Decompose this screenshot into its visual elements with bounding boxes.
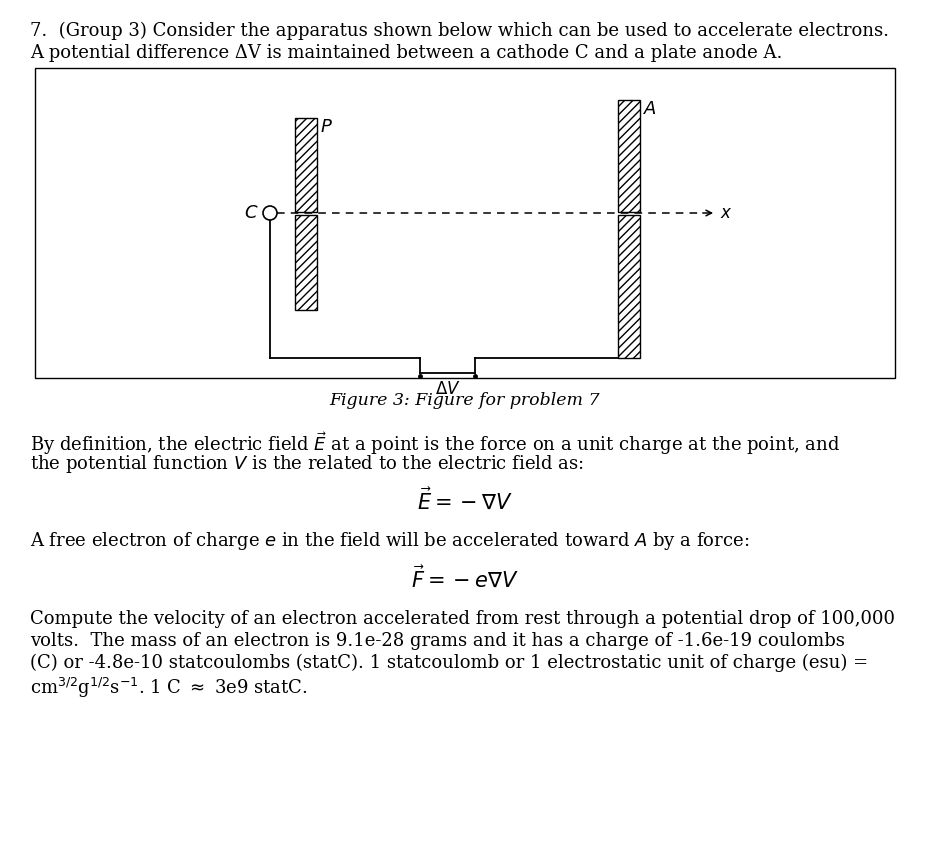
Text: $\Delta V$: $\Delta V$ bbox=[434, 381, 460, 398]
Text: volts.  The mass of an electron is 9.1e-28 grams and it has a charge of -1.6e-19: volts. The mass of an electron is 9.1e-2… bbox=[30, 632, 844, 650]
Text: A potential difference ΔV is maintained between a cathode C and a plate anode A.: A potential difference ΔV is maintained … bbox=[30, 44, 782, 62]
Bar bbox=[295, 118, 317, 212]
Bar bbox=[618, 100, 640, 212]
Text: $P$: $P$ bbox=[320, 118, 333, 136]
Bar bbox=[618, 215, 640, 358]
Text: (C) or -4.8e-10 statcoulombs (statC). 1 statcoulomb or 1 electrostatic unit of c: (C) or -4.8e-10 statcoulombs (statC). 1 … bbox=[30, 654, 868, 672]
Text: $C$: $C$ bbox=[245, 204, 259, 222]
Text: By definition, the electric field $\vec{E}$ at a point is the force on a unit ch: By definition, the electric field $\vec{… bbox=[30, 430, 840, 457]
Text: $\vec{F} = -e\nabla V$: $\vec{F} = -e\nabla V$ bbox=[411, 566, 519, 592]
Text: Figure 3: Figure for problem 7: Figure 3: Figure for problem 7 bbox=[330, 392, 600, 409]
Text: A free electron of charge $e$ in the field will be accelerated toward $A$ by a f: A free electron of charge $e$ in the fie… bbox=[30, 530, 750, 552]
Text: $x$: $x$ bbox=[720, 205, 733, 221]
Circle shape bbox=[263, 206, 277, 220]
Text: $\vec{E} = -\nabla V$: $\vec{E} = -\nabla V$ bbox=[417, 488, 513, 514]
Text: $A$: $A$ bbox=[643, 100, 657, 118]
Text: 7.  (Group 3) Consider the apparatus shown below which can be used to accelerate: 7. (Group 3) Consider the apparatus show… bbox=[30, 22, 889, 41]
Text: cm$^{3/2}$g$^{1/2}$s$^{-1}$. 1 C $\approx$ 3e9 statC.: cm$^{3/2}$g$^{1/2}$s$^{-1}$. 1 C $\appro… bbox=[30, 676, 308, 700]
Bar bbox=[295, 215, 317, 310]
Text: Compute the velocity of an electron accelerated from rest through a potential dr: Compute the velocity of an electron acce… bbox=[30, 610, 895, 628]
Bar bbox=[35, 68, 895, 378]
Text: the potential function $V$ is the related to the electric field as:: the potential function $V$ is the relate… bbox=[30, 453, 584, 475]
